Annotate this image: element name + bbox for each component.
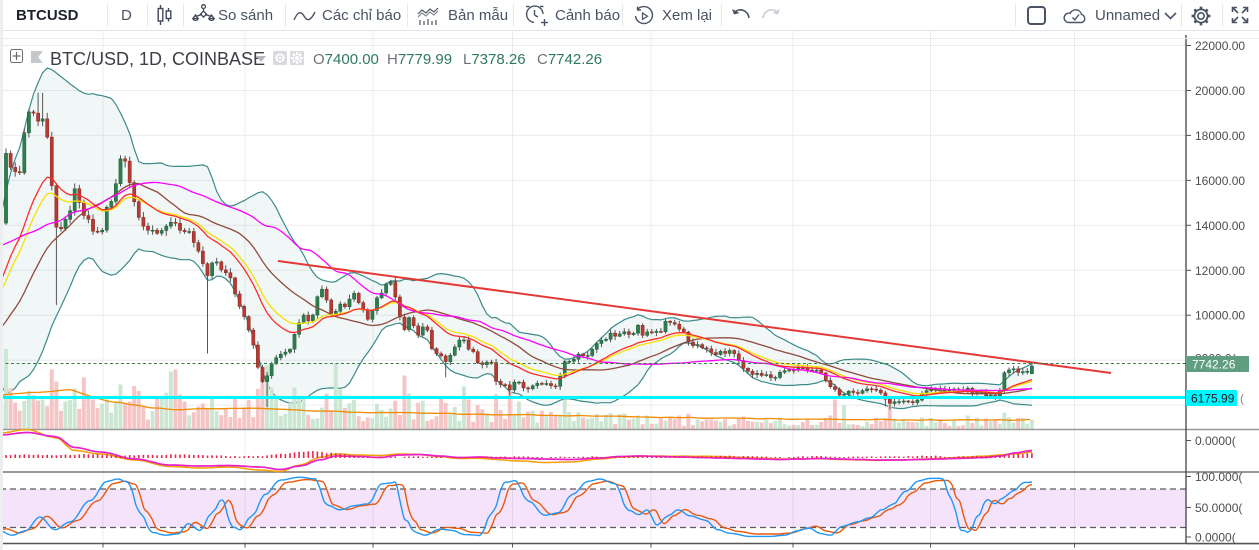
svg-text:7742.26: 7742.26 (1192, 358, 1236, 372)
svg-text:12000.00: 12000.00 (1195, 264, 1245, 278)
svg-text:10000.00: 10000.00 (1195, 309, 1245, 323)
svg-text:(: ( (1240, 392, 1244, 406)
svg-text:20000.00: 20000.00 (1195, 84, 1245, 98)
svg-text:50.0000(: 50.0000( (1195, 501, 1242, 515)
svg-text:0.0000(: 0.0000( (1195, 531, 1236, 545)
svg-text:6175.99: 6175.99 (1191, 392, 1235, 406)
svg-text:14000.00: 14000.00 (1195, 219, 1245, 233)
svg-text:16000.00: 16000.00 (1195, 174, 1245, 188)
svg-text:18000.00: 18000.00 (1195, 129, 1245, 143)
svg-text:22000.00: 22000.00 (1195, 39, 1245, 53)
svg-text:0.0000(: 0.0000( (1195, 434, 1236, 448)
svg-text:100.000(: 100.000( (1195, 470, 1242, 484)
